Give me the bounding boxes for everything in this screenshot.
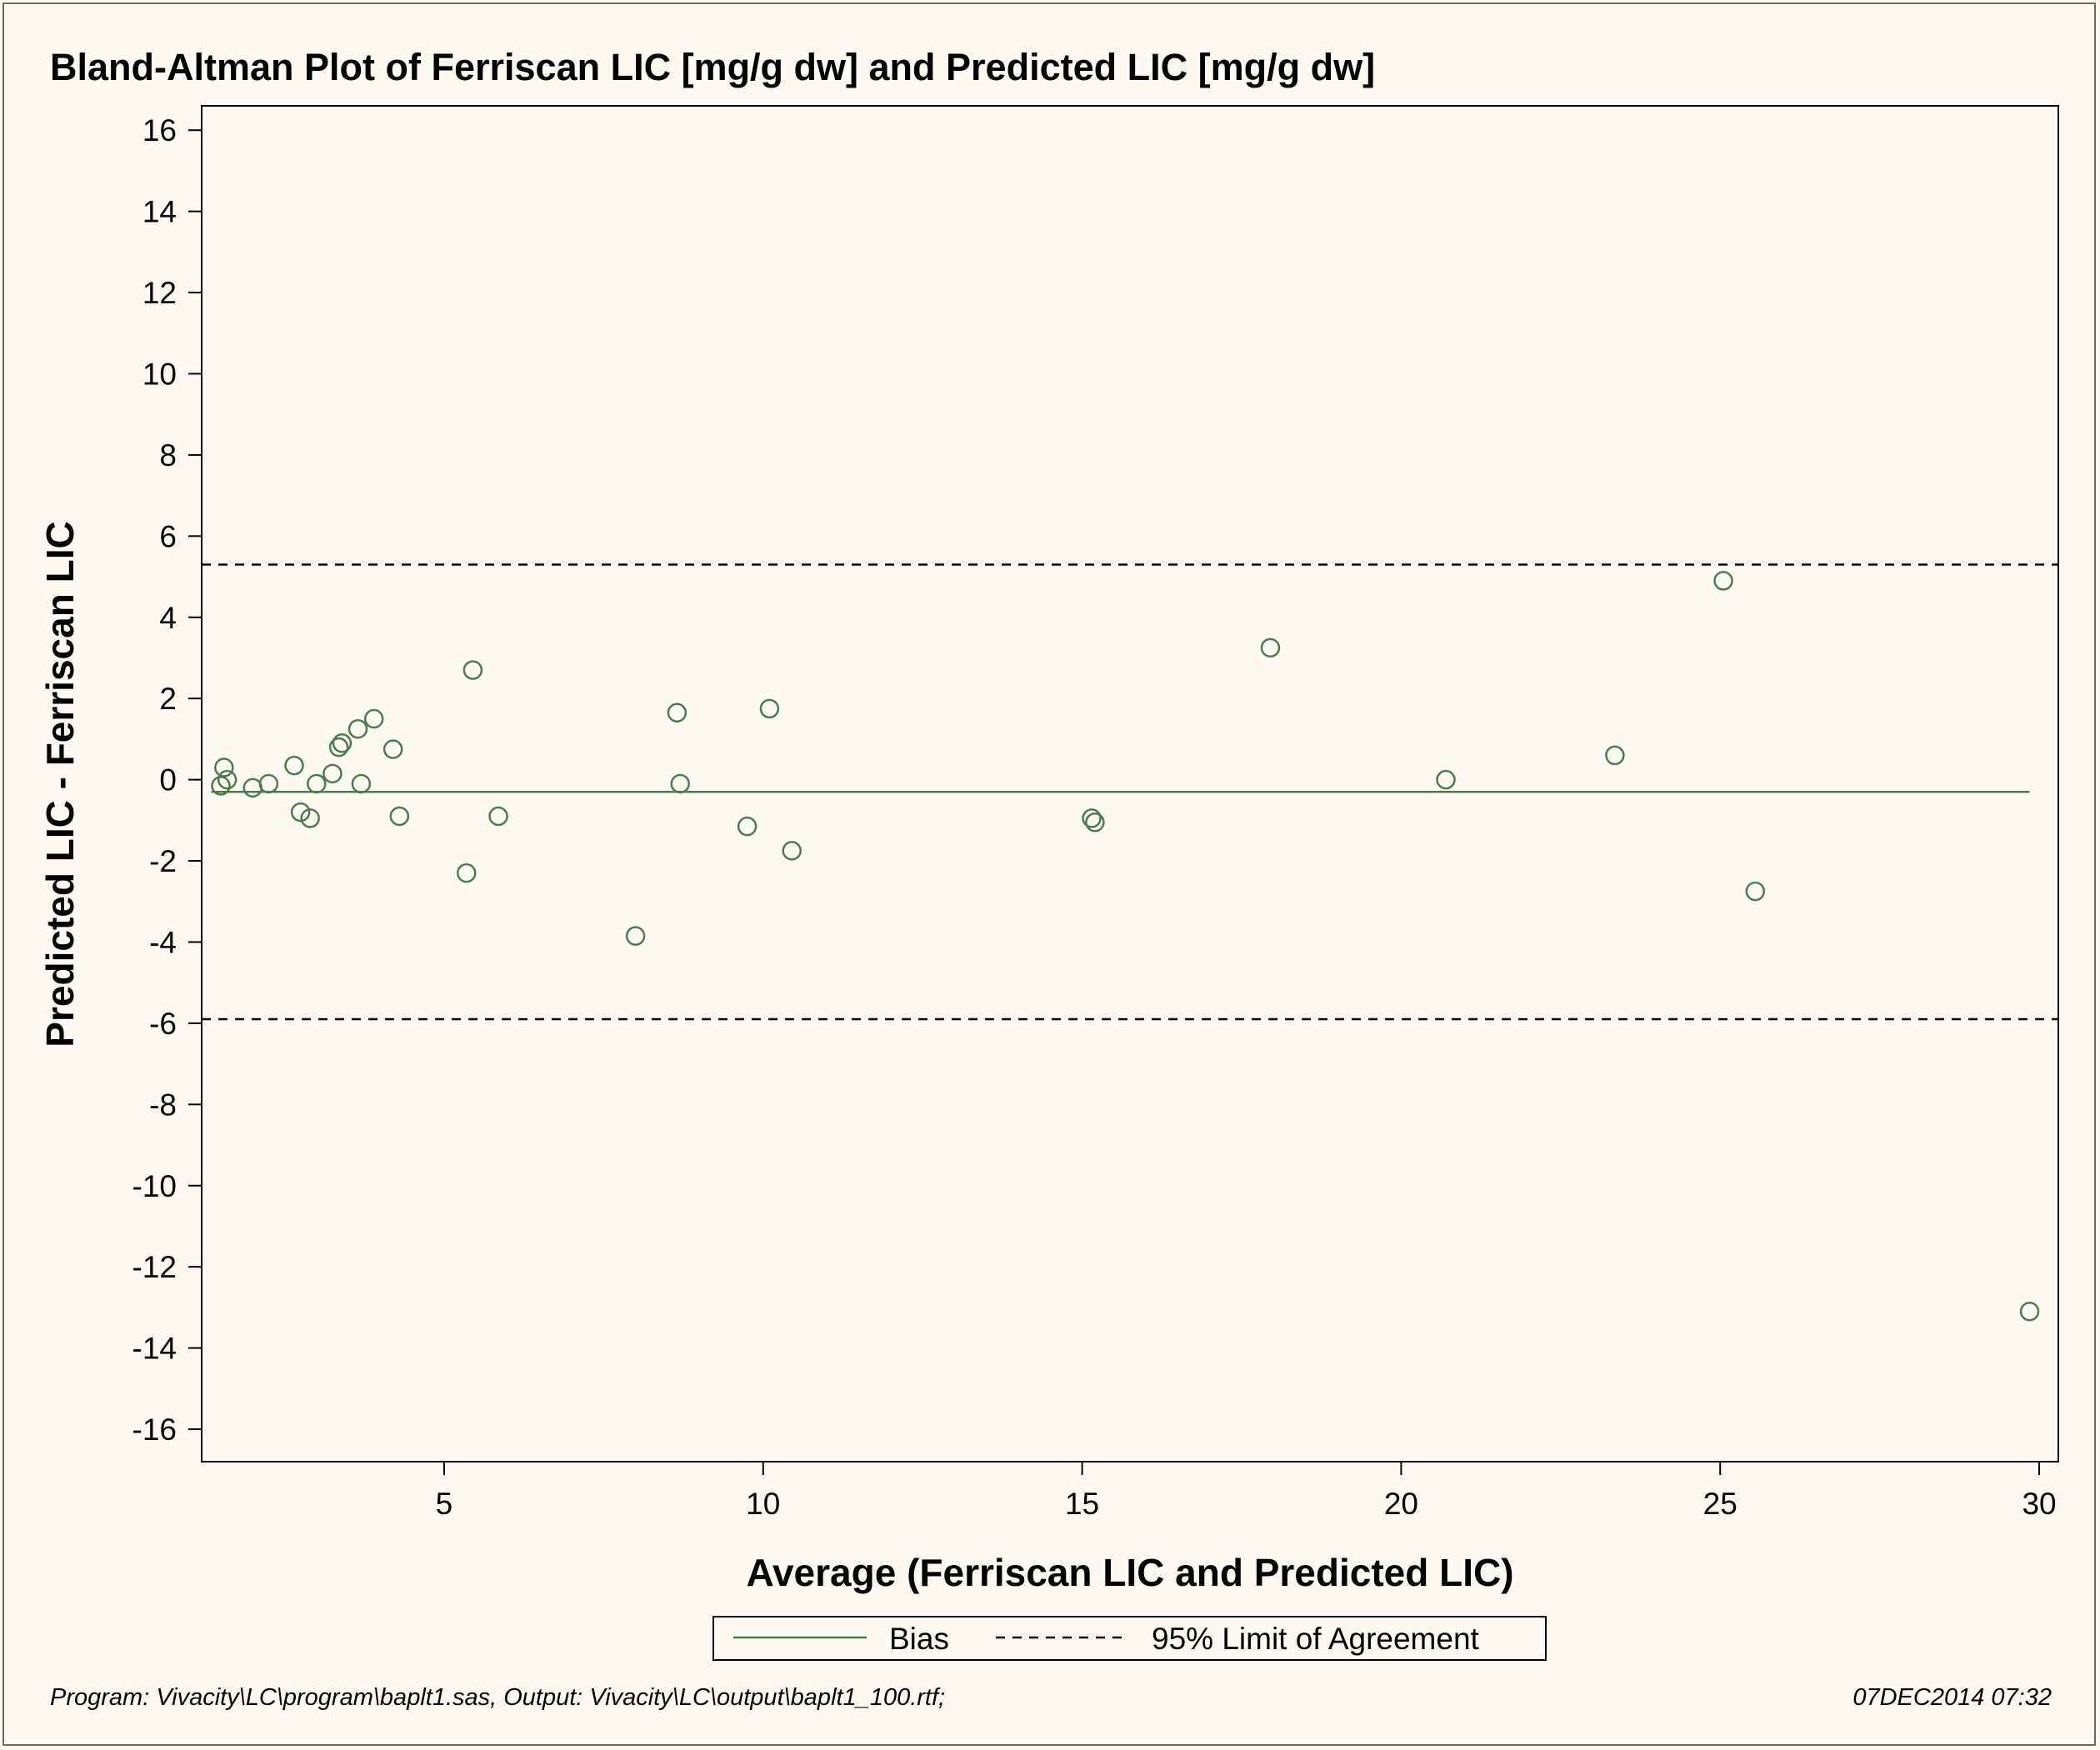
data-point xyxy=(328,737,349,758)
footer-program: Program: Vivacity\LC\program\baplt1.sas,… xyxy=(50,1684,945,1711)
data-point xyxy=(1436,769,1456,790)
data-point xyxy=(214,758,234,778)
data-point xyxy=(2019,1302,2040,1322)
data-point xyxy=(456,862,477,883)
y-tick-label: 14 xyxy=(142,195,177,229)
y-tick-label: 2 xyxy=(159,682,177,716)
data-points xyxy=(211,571,2040,1322)
legend: Bias 95% Limit of Agreement xyxy=(712,1616,1547,1661)
x-axis: 5 10 15 20 25 30 xyxy=(436,1462,2057,1521)
x-tick-label: 15 xyxy=(1065,1487,1099,1521)
legend-loa-label: 95% Limit of Agreement xyxy=(1152,1622,1480,1656)
y-tick-label: -6 xyxy=(149,1007,177,1041)
data-point xyxy=(667,702,688,723)
data-point xyxy=(242,778,263,798)
data-point xyxy=(363,708,384,729)
data-point xyxy=(670,773,690,794)
footer-timestamp: 07DEC2014 07:32 xyxy=(1852,1684,2052,1711)
x-tick-label: 5 xyxy=(436,1487,453,1521)
data-point xyxy=(300,808,320,828)
plot-area xyxy=(201,105,2059,1462)
data-point xyxy=(348,718,368,739)
data-point xyxy=(1745,881,1766,902)
y-tick-label: -12 xyxy=(132,1250,177,1284)
chart-title: Bland-Altman Plot of Ferriscan LIC [mg/g… xyxy=(50,46,1375,88)
x-tick-label: 20 xyxy=(1384,1487,1418,1521)
data-point xyxy=(1085,812,1105,832)
x-tick-label: 10 xyxy=(746,1487,780,1521)
data-point xyxy=(389,806,410,827)
y-tick-label: 4 xyxy=(159,601,177,635)
y-tick-label: -14 xyxy=(132,1332,177,1366)
data-point xyxy=(625,926,646,946)
y-tick-label: -4 xyxy=(149,925,177,959)
data-point xyxy=(759,698,780,719)
y-tick-label: 12 xyxy=(142,276,177,310)
data-point xyxy=(1713,571,1733,591)
legend-box xyxy=(712,1616,1547,1661)
y-tick-label: -8 xyxy=(149,1088,177,1122)
y-axis: 16 14 12 10 8 6 4 2 0 -2 -4 -6 -8 -10 -12 -14 -16 xyxy=(132,113,202,1447)
data-point xyxy=(737,816,758,837)
y-tick-label: -16 xyxy=(132,1412,177,1447)
data-point xyxy=(351,773,372,794)
data-point xyxy=(284,755,304,776)
data-point xyxy=(1260,638,1281,658)
y-tick-label: 8 xyxy=(159,438,177,472)
x-tick-label: 25 xyxy=(1703,1487,1738,1521)
y-tick-label: 10 xyxy=(142,358,177,392)
data-point xyxy=(1082,808,1102,828)
y-tick-label: 0 xyxy=(159,763,177,798)
data-point xyxy=(1605,745,1625,766)
data-point xyxy=(462,660,483,680)
data-point xyxy=(332,733,352,753)
data-point xyxy=(782,841,802,861)
data-point xyxy=(322,763,342,784)
x-tick-label: 30 xyxy=(2022,1487,2056,1521)
y-tick-label: -2 xyxy=(149,844,177,878)
y-tick-label: -10 xyxy=(132,1169,177,1203)
data-point xyxy=(290,802,311,822)
legend-bias-label: Bias xyxy=(889,1622,949,1656)
y-tick-label: 16 xyxy=(142,113,177,148)
data-point xyxy=(488,806,508,827)
y-axis-label: Predicted LIC - Ferriscan LIC xyxy=(38,521,82,1047)
x-axis-label: Average (Ferriscan LIC and Predicted LIC… xyxy=(746,1551,1513,1594)
data-point xyxy=(258,773,279,794)
data-point xyxy=(382,739,403,759)
y-tick-label: 6 xyxy=(159,519,177,553)
data-point xyxy=(307,773,327,794)
data-point xyxy=(211,776,231,796)
data-point xyxy=(217,769,238,790)
